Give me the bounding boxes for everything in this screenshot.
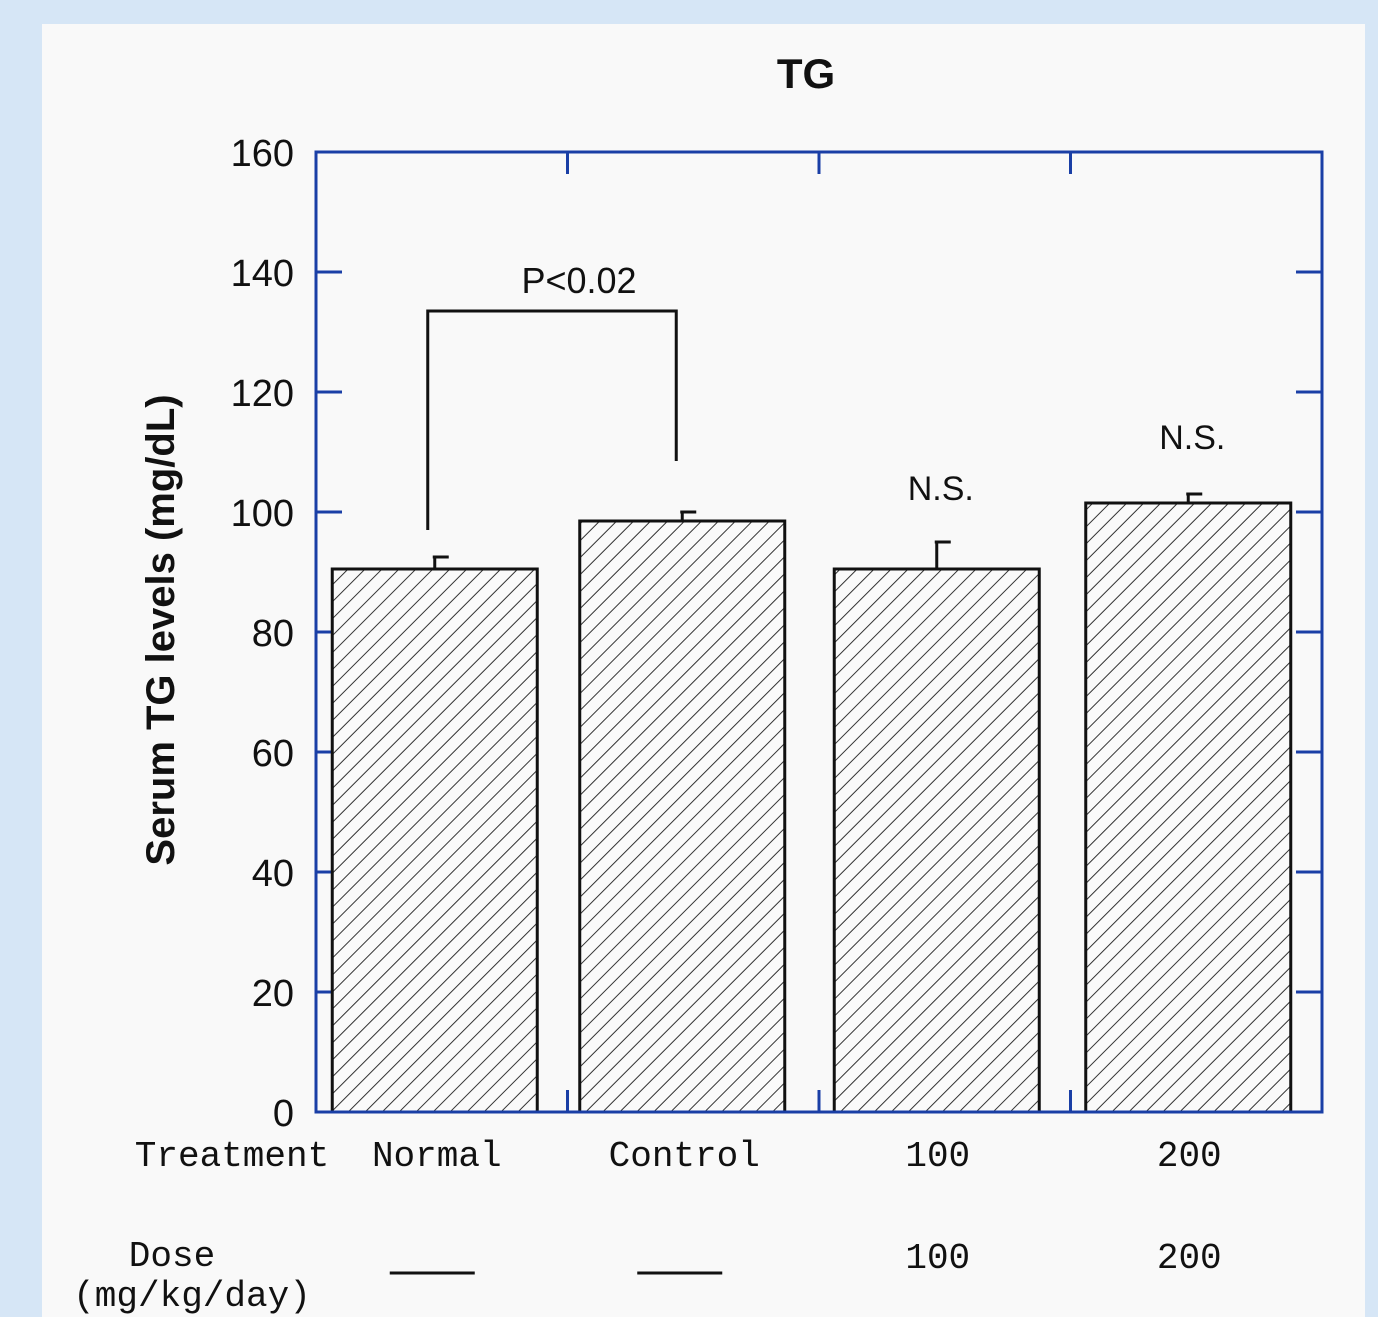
treatment-row-label: Treatment <box>135 1136 329 1177</box>
dose-row-label-line1: Dose <box>129 1236 215 1277</box>
y-tick-label-0: 0 <box>273 1093 294 1135</box>
dose-value-4: 200 <box>1157 1238 1222 1279</box>
y-tick-label-160: 160 <box>231 133 294 175</box>
dose-row-label-line2: (mg/kg/day) <box>73 1276 311 1317</box>
bar-100 <box>832 567 1041 1114</box>
error-bar-control <box>680 510 697 521</box>
treatment-value-1: Normal <box>372 1136 502 1177</box>
y-tick-label-40: 40 <box>252 853 294 895</box>
y-tick-label-120: 120 <box>231 373 294 415</box>
ns-label-2: N.S. <box>1159 419 1225 457</box>
treatment-value-4: 200 <box>1157 1136 1222 1177</box>
p-value-label: P<0.02 <box>521 260 636 301</box>
chart-title: TG <box>777 50 835 97</box>
treatment-value-3: 100 <box>905 1136 970 1177</box>
y-tick-label-80: 80 <box>252 613 294 655</box>
dose-value-3: 100 <box>905 1238 970 1279</box>
treatment-value-2: Control <box>609 1136 760 1177</box>
error-bar-normal <box>432 555 449 569</box>
y-tick-label-60: 60 <box>252 733 294 775</box>
y-tick-label-20: 20 <box>252 973 294 1015</box>
ns-label-1: N.S. <box>908 470 974 508</box>
error-bar-200 <box>1186 492 1203 503</box>
bar-control <box>578 519 787 1114</box>
bar-normal <box>330 567 539 1114</box>
y-tick-label-140: 140 <box>231 253 294 295</box>
bar-200 <box>1084 501 1293 1114</box>
significance-bracket <box>426 309 678 530</box>
error-bar-100 <box>934 540 951 569</box>
y-tick-label-100: 100 <box>231 493 294 535</box>
y-axis-label: Serum TG levels (mg/dL) <box>139 394 183 865</box>
plot-frame <box>314 150 1324 1114</box>
